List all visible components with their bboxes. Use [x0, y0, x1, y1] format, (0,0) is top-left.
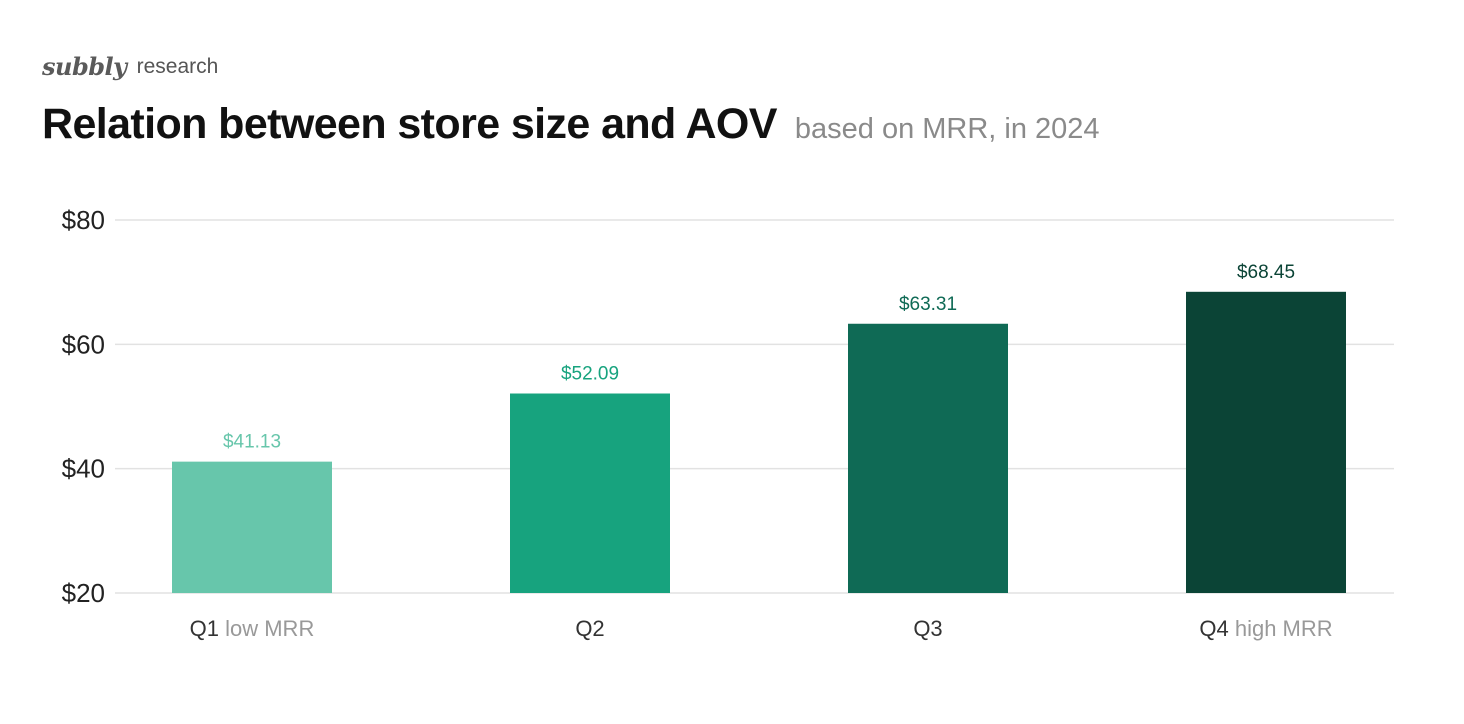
- x-tick-label: Q3: [913, 616, 942, 641]
- value-label: $41.13: [223, 432, 281, 453]
- y-tick-label: $20: [62, 578, 105, 608]
- x-tick-label: Q1 low MRR: [190, 616, 315, 641]
- bar-q4: [1186, 291, 1346, 593]
- bars: [172, 291, 1346, 593]
- chart-heading: Relation between store size and AOV base…: [42, 100, 1100, 149]
- category-note: high MRR: [1229, 616, 1333, 641]
- bar-q1: [172, 461, 332, 593]
- y-tick-label: $80: [62, 205, 105, 235]
- category-name: Q2: [575, 616, 604, 641]
- value-label: $63.31: [899, 294, 957, 315]
- brand-subtitle: research: [136, 54, 219, 78]
- value-labels: $41.13 $52.09 $63.31 $68.45: [223, 262, 1295, 453]
- chart-subtitle: based on MRR, in 2024: [794, 113, 1100, 145]
- chart-title: Relation between store size and AOV: [42, 100, 777, 148]
- category-name: Q1: [190, 616, 219, 641]
- value-label: $68.45: [1237, 262, 1295, 283]
- brand: subbly research: [42, 52, 218, 81]
- bar-q3: [848, 323, 1008, 593]
- value-label: $52.09: [561, 364, 619, 385]
- x-tick-label: Q2: [575, 616, 604, 641]
- x-axis: Q1 low MRR Q2 Q3 Q4 high MRR: [190, 616, 1333, 641]
- y-axis: $20 $40 $60 $80: [62, 205, 105, 608]
- brand-logo: subbly: [42, 52, 127, 81]
- category-name: Q4: [1199, 616, 1228, 641]
- category-note: low MRR: [219, 616, 314, 641]
- category-name: Q3: [913, 616, 942, 641]
- x-tick-label: Q4 high MRR: [1199, 616, 1332, 641]
- y-tick-label: $60: [62, 329, 105, 359]
- bar-q2: [510, 393, 670, 593]
- y-tick-label: $40: [62, 454, 105, 484]
